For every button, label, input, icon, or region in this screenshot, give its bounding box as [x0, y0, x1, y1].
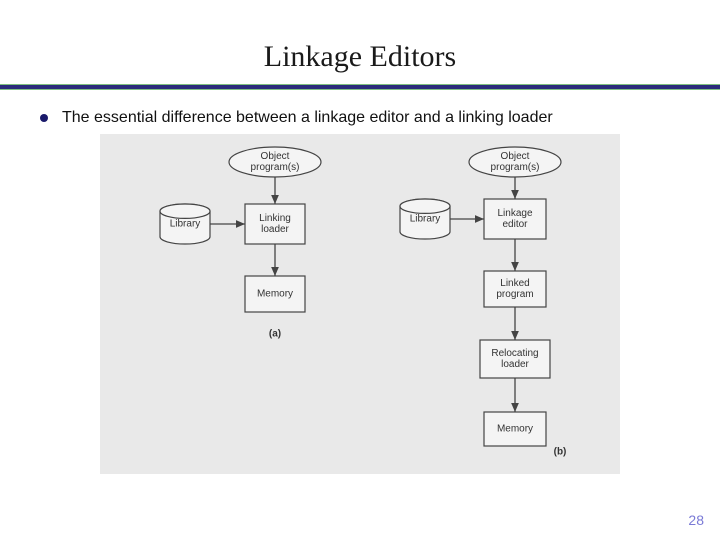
- svg-text:Linking: Linking: [259, 213, 291, 224]
- slide-title: Linkage Editors: [0, 40, 720, 74]
- svg-text:Library: Library: [410, 214, 441, 225]
- svg-text:Linkage: Linkage: [497, 208, 532, 219]
- flowchart-svg: Objectprogram(s)LibraryLinkingloaderMemo…: [100, 134, 620, 474]
- svg-text:Object: Object: [261, 151, 290, 162]
- diagram: Objectprogram(s)LibraryLinkingloaderMemo…: [100, 134, 620, 474]
- svg-text:editor: editor: [502, 219, 528, 230]
- svg-text:Memory: Memory: [497, 424, 533, 435]
- svg-text:program(s): program(s): [491, 162, 540, 173]
- svg-text:program: program: [496, 289, 533, 300]
- svg-text:Library: Library: [170, 219, 201, 230]
- svg-text:Memory: Memory: [257, 289, 293, 300]
- bullet-row: The essential difference between a linka…: [40, 108, 680, 128]
- body-area: The essential difference between a linka…: [0, 90, 720, 474]
- svg-text:program(s): program(s): [251, 162, 300, 173]
- svg-text:(b): (b): [554, 447, 567, 458]
- svg-text:loader: loader: [501, 359, 529, 370]
- svg-text:Object: Object: [501, 151, 530, 162]
- svg-text:loader: loader: [261, 224, 289, 235]
- svg-text:Linked: Linked: [500, 278, 529, 289]
- svg-text:Relocating: Relocating: [491, 348, 538, 359]
- bullet-dot-icon: [40, 114, 48, 122]
- svg-text:(a): (a): [269, 329, 281, 340]
- title-area: Linkage Editors: [0, 0, 720, 74]
- bullet-text: The essential difference between a linka…: [62, 108, 553, 128]
- page-number: 28: [688, 512, 704, 528]
